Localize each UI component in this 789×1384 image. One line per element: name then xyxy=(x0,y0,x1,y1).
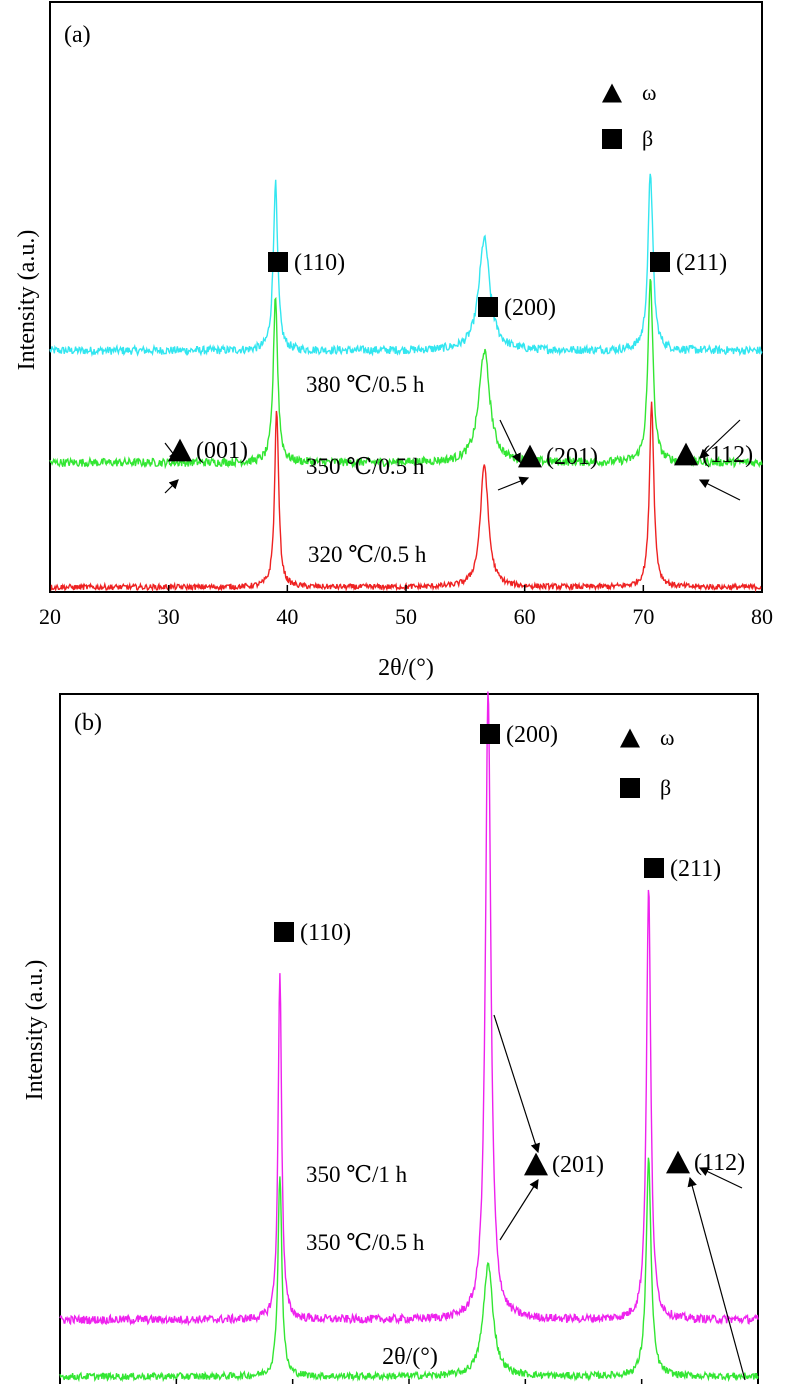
plot-frame xyxy=(59,693,759,1384)
annotation-arrow xyxy=(698,479,741,501)
triangle-marker-icon xyxy=(168,438,192,462)
x-tick-label: 30 xyxy=(158,604,180,629)
peak-label: (001) xyxy=(196,438,248,464)
square-marker-icon xyxy=(274,922,294,942)
x-tick-label: 20 xyxy=(39,604,61,629)
annotation-arrow xyxy=(164,479,179,494)
x-axis-label: 2θ/(°) xyxy=(382,1344,438,1370)
square-marker-icon xyxy=(478,297,498,317)
series-label: 350 ℃/0.5 h xyxy=(306,454,425,479)
x-tick-label: 70 xyxy=(632,604,654,629)
peak-label: (211) xyxy=(676,250,727,276)
panel-label: (a) xyxy=(64,22,91,48)
square-marker-icon xyxy=(650,252,670,272)
panel-label: (b) xyxy=(74,710,102,736)
peak-label: (201) xyxy=(546,444,598,470)
square-marker-icon xyxy=(480,724,500,744)
peak-label: (211) xyxy=(670,856,721,882)
series-label: 320 ℃/0.5 h xyxy=(308,542,427,567)
square-marker-icon xyxy=(268,252,288,272)
peak-label: (200) xyxy=(506,722,558,748)
legend-label: ω xyxy=(642,80,656,105)
annotation-arrow xyxy=(698,1167,743,1189)
series-label: 350 ℃/0.5 h xyxy=(306,1230,425,1255)
series-line xyxy=(59,1157,759,1383)
peak-label: (110) xyxy=(300,920,351,946)
y-axis-label: Intensity (a.u.) xyxy=(22,960,48,1101)
peak-label: (112) xyxy=(694,1150,745,1176)
legend-label: β xyxy=(660,775,671,800)
peak-label: (201) xyxy=(552,1152,604,1178)
annotation-arrow xyxy=(499,1178,539,1241)
x-tick-label: 80 xyxy=(751,604,773,629)
annotation-arrow xyxy=(499,419,521,464)
chart-panel-a: 380 ℃/0.5 h 350 ℃/0.5 h 320 ℃/0.5 h 20 30 40 5… xyxy=(14,1,773,681)
x-axis-label: 2θ/(°) xyxy=(378,655,434,681)
x-tick-label: 50 xyxy=(395,604,417,629)
triangle-marker-icon xyxy=(620,728,640,748)
series-label: 380 ℃/0.5 h xyxy=(306,372,425,397)
series-line xyxy=(59,691,759,1327)
annotation-arrow xyxy=(497,476,530,491)
triangle-marker-icon xyxy=(602,83,622,103)
square-marker-icon xyxy=(602,129,622,149)
annotation-arrow xyxy=(687,1176,746,1381)
legend-label: β xyxy=(642,126,653,151)
triangle-marker-icon xyxy=(524,1152,548,1176)
series-label: 350 ℃/1 h xyxy=(306,1162,408,1187)
square-marker-icon xyxy=(644,858,664,878)
y-axis-label: Intensity (a.u.) xyxy=(14,230,40,371)
legend-label: ω xyxy=(660,725,674,750)
triangle-marker-icon xyxy=(666,1150,690,1174)
annotation-arrow xyxy=(699,419,741,459)
series-line xyxy=(49,173,763,358)
square-marker-icon xyxy=(620,778,640,798)
triangle-marker-icon xyxy=(518,444,542,468)
annotation-arrow xyxy=(164,442,179,461)
x-tick-label: 60 xyxy=(514,604,536,629)
x-tick-label: 40 xyxy=(276,604,298,629)
triangle-marker-icon xyxy=(674,442,698,466)
peak-label: (110) xyxy=(294,250,345,276)
peak-label: (112) xyxy=(702,442,753,468)
annotation-arrow xyxy=(493,1014,541,1154)
peak-label: (200) xyxy=(504,295,556,321)
